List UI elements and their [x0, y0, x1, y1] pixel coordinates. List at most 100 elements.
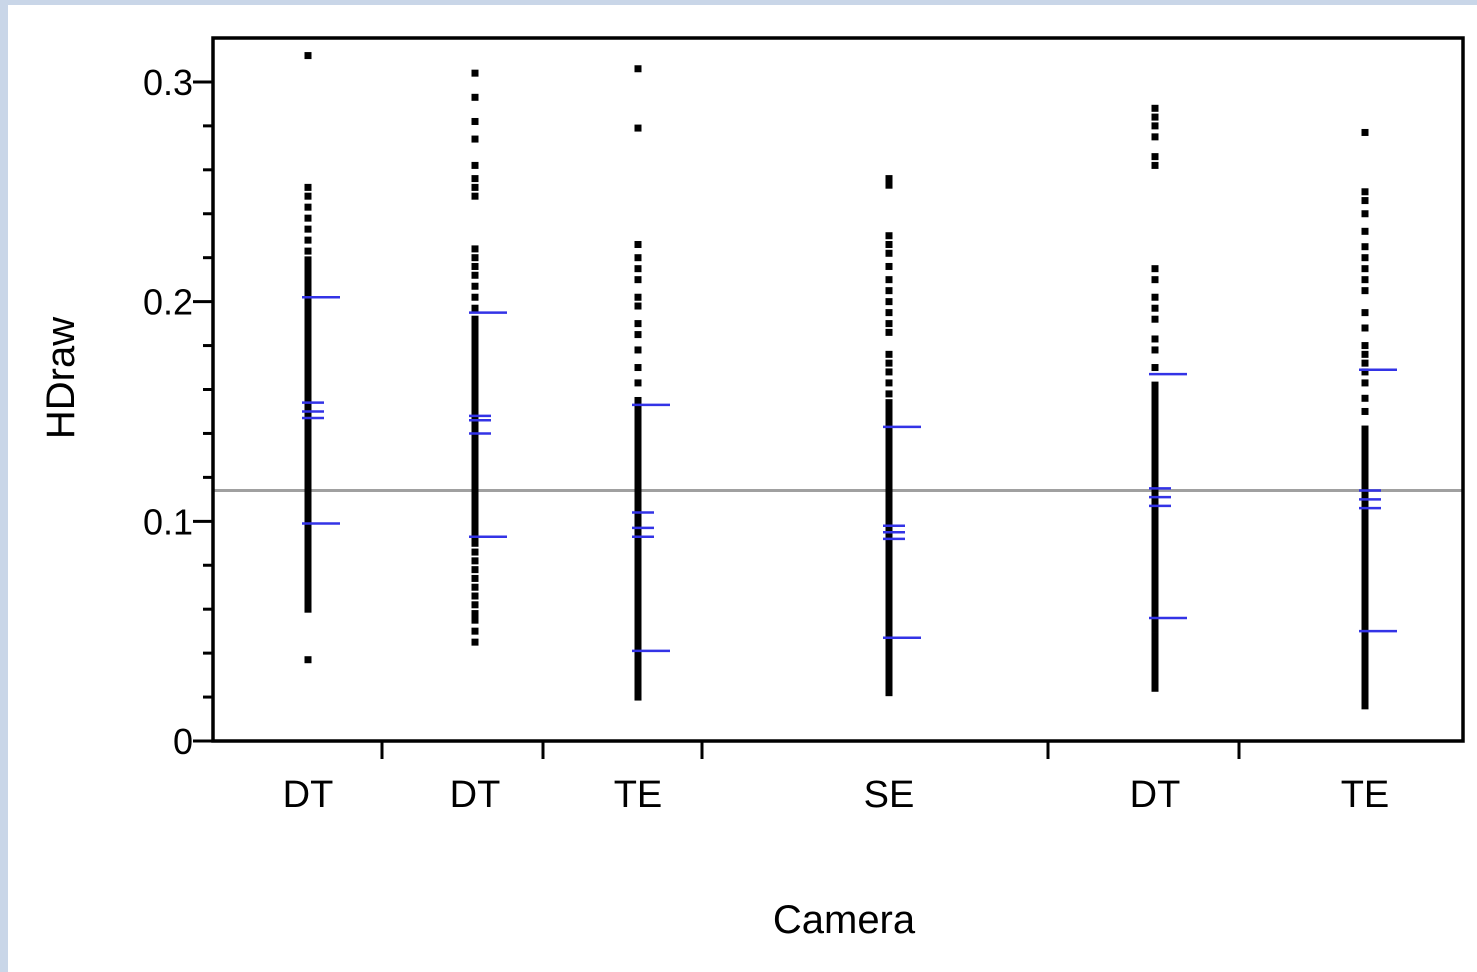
data-point [1361, 197, 1369, 205]
data-point [1361, 458, 1369, 466]
data-point [471, 93, 479, 101]
data-point [304, 335, 312, 343]
data-point [1361, 570, 1369, 578]
data-point [1361, 465, 1369, 473]
data-point [1361, 265, 1369, 273]
data-point [1151, 467, 1159, 475]
data-point [634, 621, 642, 629]
x-tick-label: DT [450, 774, 501, 816]
data-point [634, 476, 642, 484]
data-point [1361, 407, 1369, 415]
data-point [885, 368, 893, 376]
data-point [634, 548, 642, 556]
data-point [471, 322, 479, 330]
data-point [1361, 350, 1369, 358]
data-point [885, 412, 893, 420]
data-point [885, 175, 893, 183]
data-point [471, 175, 479, 183]
data-point [885, 458, 893, 466]
data-point [1361, 557, 1369, 565]
data-point [634, 574, 642, 582]
data-point [1361, 511, 1369, 519]
data-point [634, 429, 642, 437]
data-point [471, 183, 479, 191]
data-point [634, 522, 642, 530]
data-point [1361, 445, 1369, 453]
group-stats-6 [1359, 368, 1397, 633]
data-point [1361, 643, 1369, 651]
data-point [1151, 447, 1159, 455]
data-point [1151, 585, 1159, 593]
data-point [1151, 612, 1159, 620]
data-point [304, 427, 312, 435]
data-point [634, 379, 642, 387]
data-point [304, 539, 312, 547]
data-point [1151, 388, 1159, 396]
data-point [1361, 636, 1369, 644]
group-points-5 [1151, 104, 1159, 692]
data-point [304, 192, 312, 200]
group-points-3 [634, 65, 642, 701]
data-point [471, 583, 479, 591]
data-point [304, 421, 312, 429]
data-point [634, 654, 642, 662]
data-point [471, 394, 479, 402]
data-point [1151, 638, 1159, 646]
data-point [1151, 645, 1159, 653]
data-point [1151, 605, 1159, 613]
data-point [885, 629, 893, 637]
data-point [304, 276, 312, 284]
data-point [885, 405, 893, 413]
data-point [634, 364, 642, 372]
data-point [634, 482, 642, 490]
data-point [1361, 471, 1369, 479]
data-point [471, 192, 479, 200]
data-point [634, 469, 642, 477]
data-point [1361, 649, 1369, 657]
data-point [304, 506, 312, 514]
data-point [1361, 359, 1369, 367]
data-point [471, 427, 479, 435]
data-point [634, 535, 642, 543]
data-point [1361, 662, 1369, 670]
data-point [304, 656, 312, 664]
data-point [304, 401, 312, 409]
data-point [304, 322, 312, 330]
data-point [1361, 342, 1369, 350]
data-point [471, 414, 479, 422]
data-point [1151, 440, 1159, 448]
data-point [634, 640, 642, 648]
data-point [304, 500, 312, 508]
data-point [634, 449, 642, 457]
data-point [304, 302, 312, 310]
data-point [885, 577, 893, 585]
data-point [634, 601, 642, 609]
data-point [304, 585, 312, 593]
data-point [471, 328, 479, 336]
data-point [1151, 401, 1159, 409]
group-stats-5 [1149, 372, 1187, 620]
data-point [885, 425, 893, 433]
data-point [471, 460, 479, 468]
data-point [885, 682, 893, 690]
data-point [885, 623, 893, 631]
data-point [885, 675, 893, 683]
data-point [885, 524, 893, 532]
data-point [1361, 563, 1369, 571]
data-point [1361, 276, 1369, 284]
data-point [885, 359, 893, 367]
data-point [1361, 524, 1369, 532]
data-point [1361, 544, 1369, 552]
data-point [304, 262, 312, 270]
points-layer [304, 52, 1369, 710]
data-point [471, 526, 479, 534]
data-point [634, 515, 642, 523]
data-point [1361, 669, 1369, 677]
x-tick-label: TE [1341, 774, 1390, 816]
data-point [634, 423, 642, 431]
data-point [1361, 227, 1369, 235]
data-point [885, 544, 893, 552]
data-point [304, 309, 312, 317]
data-point [1361, 689, 1369, 697]
data-point [1151, 304, 1159, 312]
